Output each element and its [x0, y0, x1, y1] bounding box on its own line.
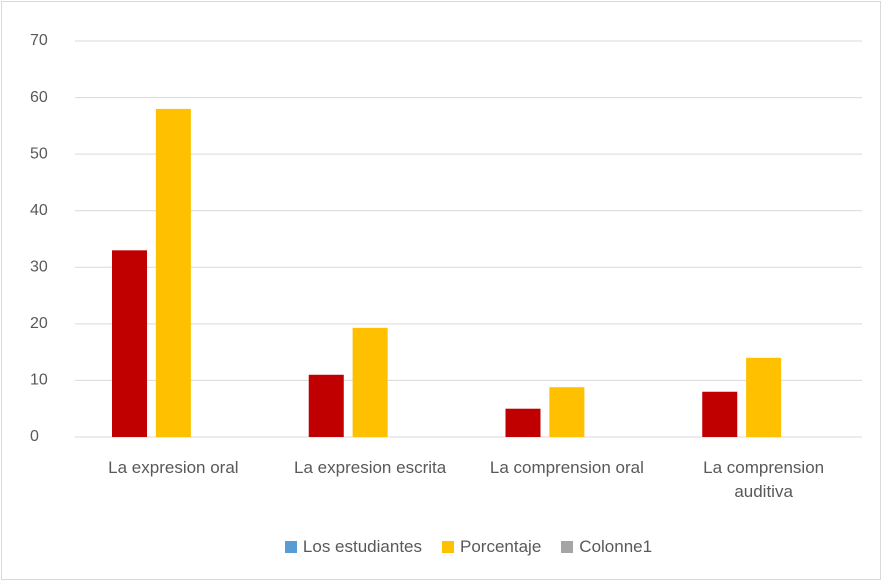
- legend-label: Los estudiantes: [302, 537, 423, 556]
- bar: [505, 408, 541, 437]
- y-tick-label: 30: [30, 259, 48, 276]
- bar: [702, 391, 738, 437]
- x-tick-label: La expresion oral: [108, 458, 239, 477]
- legend-label: Colonne1: [579, 537, 653, 556]
- legend: Los estudiantes Porcentaje Colonne1: [75, 537, 862, 557]
- y-tick-label: 60: [30, 89, 48, 106]
- bar: [308, 374, 344, 437]
- legend-label: Porcentaje: [460, 537, 542, 556]
- x-tick-label: La comprension auditiva: [703, 458, 825, 501]
- x-tick-label: La comprension oral: [489, 458, 644, 477]
- legend-swatch: [561, 541, 574, 553]
- bar: [549, 387, 585, 437]
- legend-item: Porcentaje: [442, 537, 541, 557]
- legend-item: Los estudiantes: [284, 537, 423, 557]
- y-tick-label: 20: [30, 315, 48, 332]
- y-tick-label: 0: [30, 428, 39, 445]
- bar: [352, 327, 388, 437]
- bar: [111, 250, 148, 437]
- legend-swatch: [284, 541, 297, 553]
- x-tick-label: La expresion escrita: [294, 458, 447, 477]
- bar: [746, 357, 782, 437]
- y-tick-label: 70: [30, 32, 48, 49]
- y-tick-label: 50: [30, 145, 48, 162]
- y-tick-label: 40: [30, 202, 48, 219]
- legend-swatch: [442, 541, 455, 553]
- bar: [155, 108, 191, 437]
- y-tick-label: 10: [30, 372, 48, 389]
- legend-item: Colonne1: [561, 537, 652, 557]
